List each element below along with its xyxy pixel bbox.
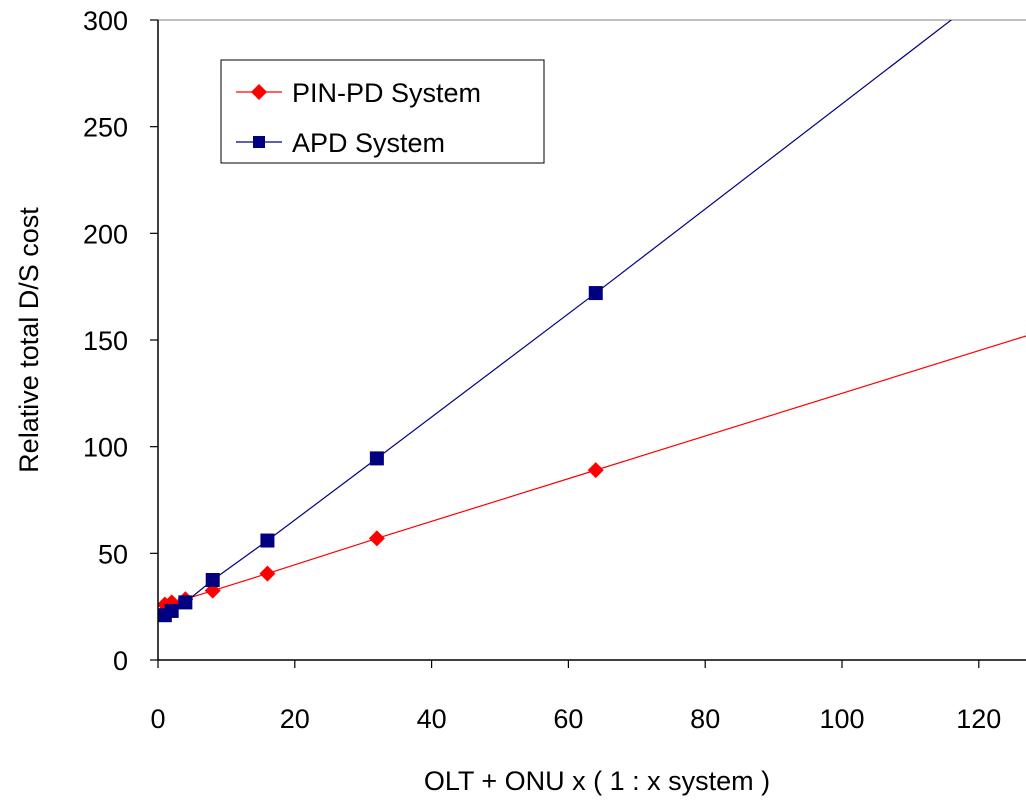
y-tick-label: 150 (83, 326, 128, 356)
x-tick-label: 0 (150, 704, 165, 734)
y-tick-label: 200 (83, 219, 128, 249)
legend-label-apd: APD System (292, 128, 445, 158)
y-axis-label: Relative total D/S cost (14, 207, 44, 473)
data-point-apd (165, 604, 179, 618)
x-tick-label: 60 (553, 704, 583, 734)
legend: PIN-PD System APD System (221, 60, 544, 163)
data-point-apd (206, 573, 220, 587)
x-tick-label: 120 (956, 704, 1001, 734)
x-tick-label: 20 (280, 704, 310, 734)
legend-marker-apd (253, 136, 265, 148)
x-axis-label: OLT + ONU x ( 1 : x system ) (424, 766, 770, 796)
data-point-apd (178, 595, 192, 609)
data-point-apd (370, 451, 384, 465)
data-point-pin-pd (259, 566, 275, 582)
y-tick-label: 300 (83, 6, 128, 36)
x-tick-label: 100 (819, 704, 864, 734)
data-point-pin-pd (369, 530, 385, 546)
data-point-apd (260, 534, 274, 548)
y-tick-label: 0 (113, 646, 128, 676)
x-tick-label: 80 (690, 704, 720, 734)
y-tick-label: 50 (98, 539, 128, 569)
data-point-pin-pd (588, 462, 604, 478)
y-tick-label: 250 (83, 113, 128, 143)
legend-label-pin-pd: PIN-PD System (292, 78, 481, 108)
y-tick-label: 100 (83, 433, 128, 463)
data-point-apd (589, 286, 603, 300)
x-tick-label: 40 (417, 704, 447, 734)
